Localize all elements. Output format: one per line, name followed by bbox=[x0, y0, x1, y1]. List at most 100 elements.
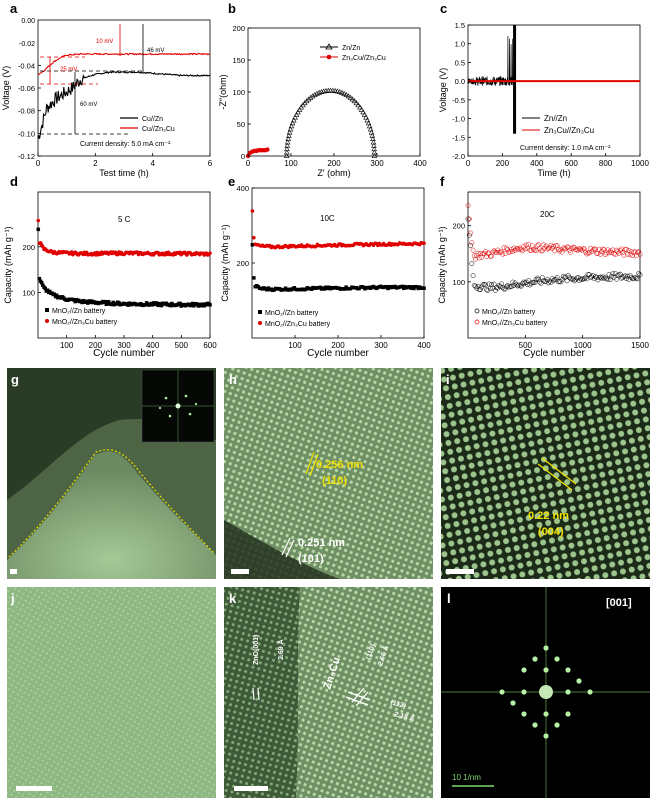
panel-f-point-zn bbox=[518, 283, 524, 289]
panel-j-micrograph: j bbox=[7, 587, 216, 798]
panel-e-point-zn3cu bbox=[252, 235, 256, 240]
panel-e-ylabel: Capacity (mAh g⁻¹) bbox=[220, 224, 230, 301]
panel-a-ann-10mv: 10 mV bbox=[96, 39, 113, 45]
panel-l-spot bbox=[543, 733, 549, 739]
panel-b-ytick-label: 50 bbox=[237, 120, 245, 129]
panel-f-point-zn3cu bbox=[623, 246, 629, 252]
panel-b-point-zn-zn bbox=[284, 139, 291, 145]
panel-f-point-zn bbox=[485, 287, 491, 293]
panel-l-spot bbox=[521, 711, 527, 717]
panel-f-point-zn bbox=[584, 276, 590, 282]
panel-f-point-zn bbox=[521, 279, 527, 285]
panel-a-xtick-label: 6 bbox=[208, 159, 213, 168]
panel-f-point-zn3cu bbox=[609, 250, 615, 255]
panel-f-point-zn bbox=[503, 284, 509, 290]
panel-d-legend-zn: MnO₂//Zn battery bbox=[52, 308, 106, 315]
panel-f-point-zn3cu bbox=[536, 242, 542, 247]
panel-b-point-zn-zn bbox=[309, 93, 316, 99]
panel-b-point-zn-zn bbox=[358, 106, 365, 112]
panel-f-point-zn bbox=[526, 278, 532, 283]
panel-f-point-zn3cu bbox=[491, 248, 497, 254]
panel-f-point-zn3cu bbox=[515, 245, 521, 251]
panel-i-bg bbox=[441, 368, 650, 579]
panel-f-point-zn bbox=[479, 284, 485, 290]
panel-c-note: Current density: 1.0 mA cm⁻² bbox=[520, 145, 611, 152]
panel-f-xtick-label: 1500 bbox=[631, 341, 649, 350]
panel-c-ytick-label: 0.0 bbox=[455, 77, 465, 86]
panel-b-point-zn-zn bbox=[314, 90, 320, 96]
panel-f-point-zn bbox=[572, 278, 577, 284]
panel-f-point-zn3cu bbox=[633, 253, 639, 259]
panel-c-short-circuit bbox=[513, 25, 517, 134]
panel-f-point-zn3cu bbox=[470, 247, 476, 253]
panel-f-point-zn3cu bbox=[610, 247, 616, 253]
panel-e-rate: 10C bbox=[320, 214, 335, 223]
panel-f-point-zn bbox=[625, 273, 631, 279]
panel-f-point-zn3cu bbox=[501, 244, 507, 250]
panel-f-point-zn3cu bbox=[597, 251, 603, 257]
panel-a-xtick-label: 2 bbox=[93, 159, 98, 168]
panel-b-point-zn-zn bbox=[312, 91, 318, 97]
panel-k-scalebar bbox=[234, 786, 268, 791]
panel-f-point-zn bbox=[623, 276, 629, 282]
panel-c-ytick-label: -1.0 bbox=[452, 115, 465, 124]
panel-k-zno-region bbox=[224, 587, 300, 798]
panel-f-point-zn3cu bbox=[484, 253, 490, 259]
panel-f-point-zn bbox=[616, 272, 622, 278]
panel-f-point-zn3cu bbox=[522, 246, 528, 252]
panel-b-point-zn-zn bbox=[363, 114, 369, 120]
panel-f-point-zn bbox=[593, 274, 598, 280]
panel-b-point-zn-zn bbox=[296, 106, 303, 112]
panel-a-ann-60mv: 60 mV bbox=[80, 102, 97, 108]
panel-b-point-zn3cu bbox=[265, 147, 270, 152]
panel-b-xtick-label: 400 bbox=[413, 159, 427, 168]
panel-g-fft-spot bbox=[194, 402, 198, 406]
panel-a-ytick-label: -0.10 bbox=[18, 129, 35, 138]
panel-f-point-zn bbox=[478, 287, 483, 293]
panel-b-legend-zn3cu: Zn₃Cu//Zn₃Cu bbox=[342, 55, 386, 62]
panel-f-point-zn bbox=[604, 276, 610, 281]
panel-letter-d: d bbox=[10, 174, 18, 189]
panel-f-point-zn bbox=[482, 282, 488, 288]
panel-f-point-zn3cu bbox=[475, 250, 481, 256]
panel-e-point-zn bbox=[252, 276, 256, 280]
panel-g-micrograph: g bbox=[7, 368, 216, 579]
panel-d-legend-marker-black bbox=[45, 308, 49, 312]
panel-l-zone: [001] bbox=[606, 597, 632, 609]
panel-f-point-zn3cu bbox=[531, 246, 537, 252]
panel-b-point-zn-zn bbox=[305, 96, 312, 102]
panel-f-point-zn3cu bbox=[564, 244, 570, 250]
panel-f-ytick-label: 100 bbox=[452, 278, 465, 287]
panel-f-point-zn bbox=[539, 275, 545, 281]
panel-c-xtick-label: 0 bbox=[466, 159, 471, 168]
panel-d-xtick-label: 600 bbox=[203, 341, 217, 350]
panel-l-spot bbox=[521, 667, 527, 673]
panel-f-point-zn bbox=[563, 274, 569, 280]
panel-b-point-zn-zn bbox=[347, 94, 354, 100]
panel-f-point-zn3cu bbox=[605, 247, 611, 253]
panel-b-legend-marker-red bbox=[326, 54, 332, 60]
panel-f-point-zn3cu bbox=[471, 253, 477, 259]
panel-g-fft-center bbox=[175, 403, 181, 409]
panel-d-xtick-label: 100 bbox=[60, 341, 74, 350]
panel-f-point-zn3cu bbox=[604, 250, 610, 256]
panel-a-note: Current density: 5.0 mA cm⁻² bbox=[80, 141, 171, 148]
panel-g-boundary bbox=[8, 449, 215, 558]
panel-f-point-zn3cu bbox=[585, 250, 591, 256]
panel-l-spot bbox=[532, 656, 538, 662]
panel-k-fringe-mark bbox=[345, 696, 369, 706]
panel-b-point-zn-zn bbox=[365, 120, 372, 126]
panel-l-scale: 10 1/nm bbox=[452, 773, 481, 782]
panel-f-point-zn bbox=[554, 274, 560, 280]
panel-f-point-zn3cu bbox=[506, 249, 512, 255]
panel-c-xtick-label: 400 bbox=[530, 159, 544, 168]
panel-l-spot bbox=[543, 711, 549, 717]
panel-b-point-zn-zn bbox=[290, 117, 297, 123]
panel-f-point-zn3cu bbox=[617, 248, 623, 254]
panel-b-point-zn-zn bbox=[285, 135, 292, 142]
panel-h-fringe-mark bbox=[305, 451, 315, 475]
panel-f-point-zn bbox=[562, 275, 568, 281]
panel-e-xtick-label: 200 bbox=[331, 341, 345, 350]
panel-f-point-zn bbox=[588, 274, 593, 280]
panel-f-point-zn3cu bbox=[505, 247, 511, 253]
